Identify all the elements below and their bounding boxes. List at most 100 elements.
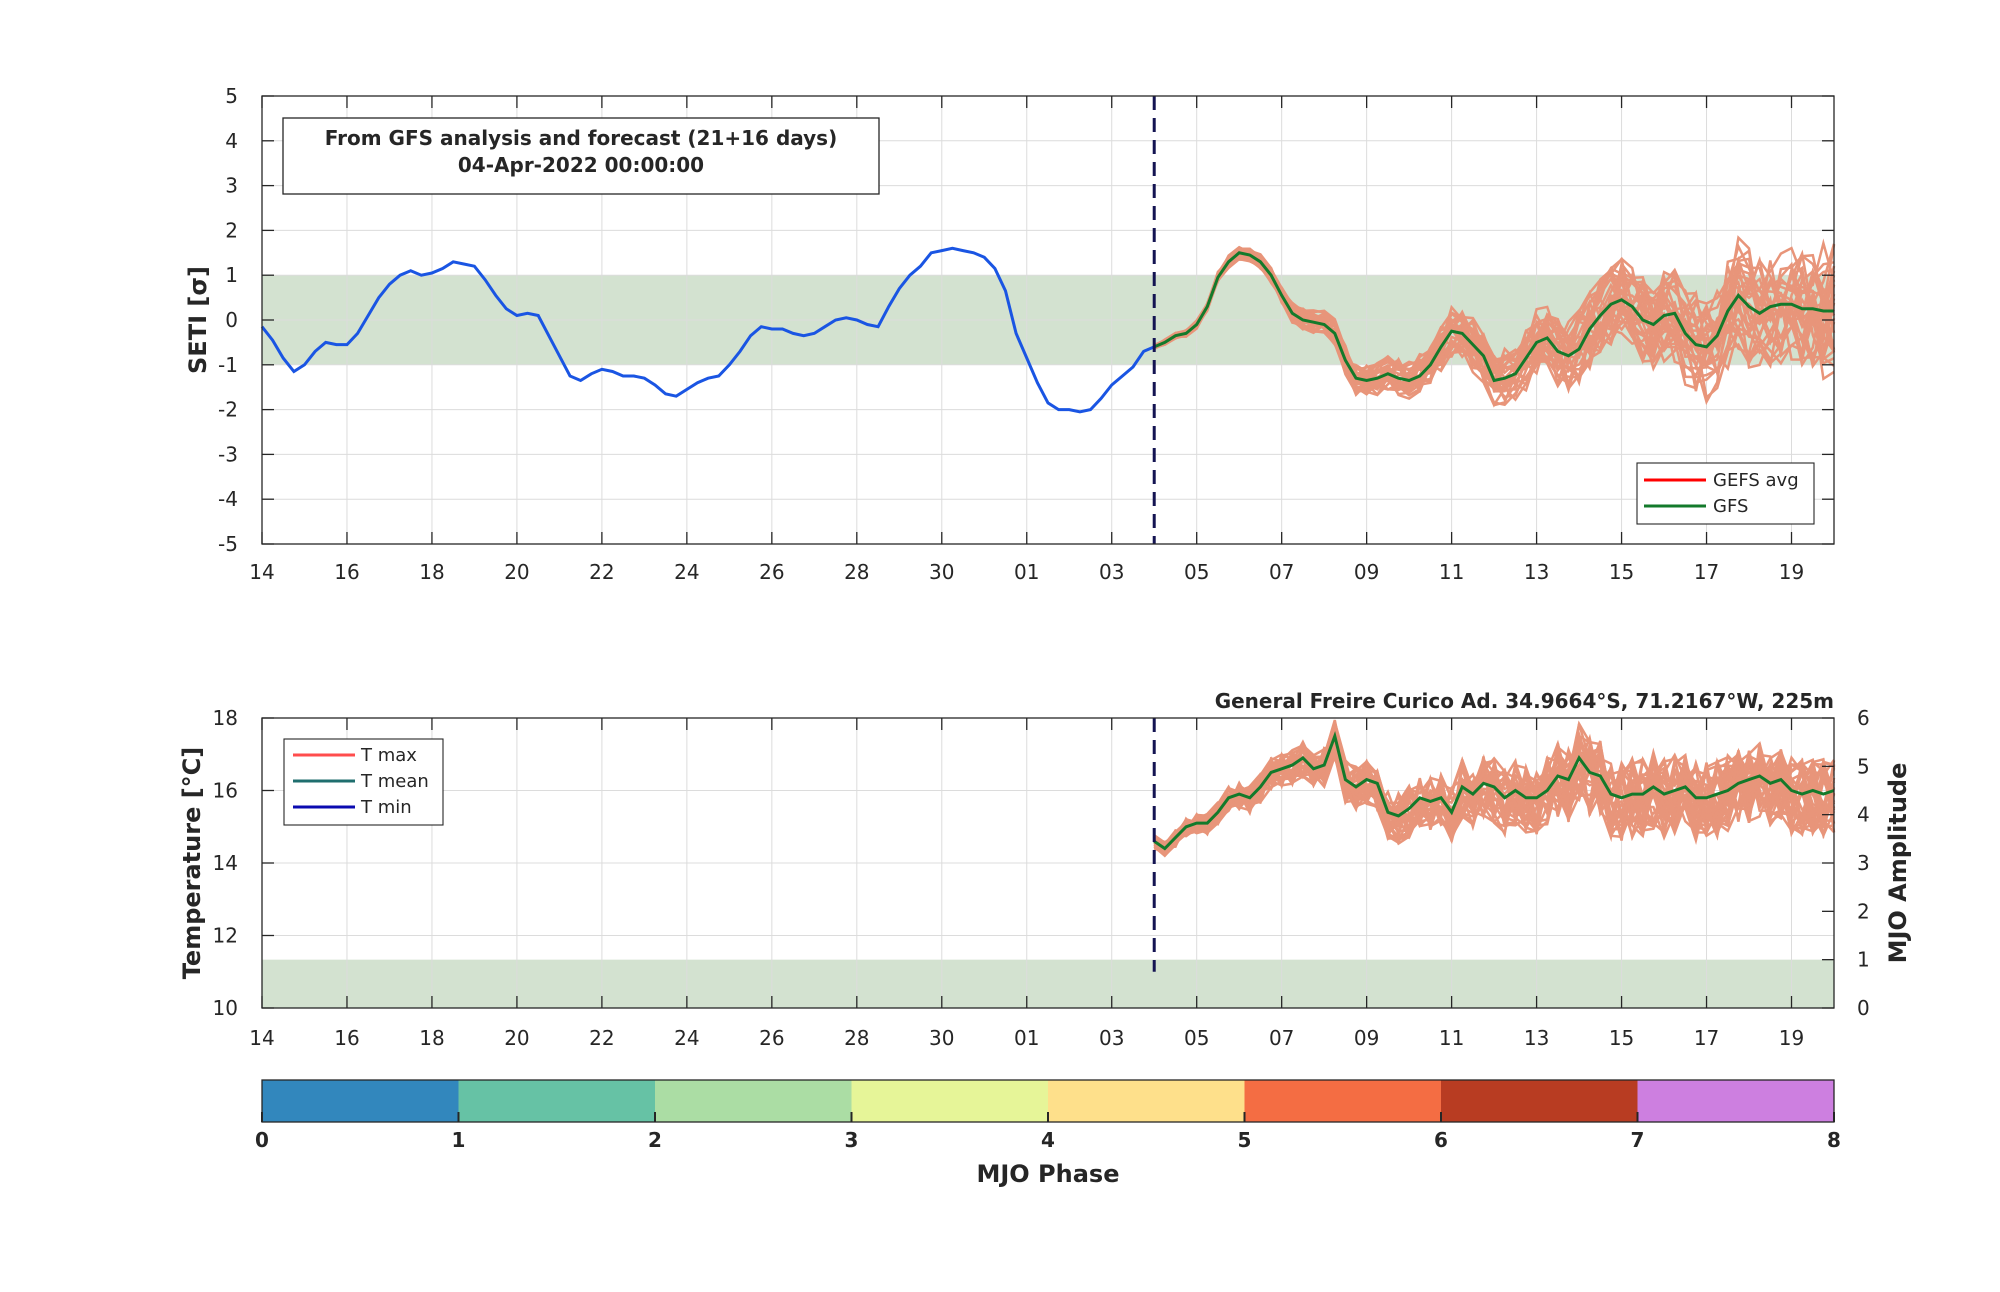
colorbar-ticks: 0 1 2 3 4 5 6 7 8 (255, 1112, 1841, 1152)
seti-ticks: 14 16 18 20 22 24 26 28 30 01 03 05 07 09 11 13 15 17 19-5… (218, 84, 1834, 584)
seti-x-tick-label: 17 (1694, 560, 1719, 584)
seti-x-tick-label: 26 (759, 560, 784, 584)
seti-y-axis-title: SETI [σ] (184, 266, 212, 374)
temperature-x-tick-label: 18 (419, 1026, 444, 1050)
temperature-x-tick-label: 03 (1099, 1026, 1124, 1050)
mjo-amplitude-axis-title: MJO Amplitude (1884, 763, 1912, 964)
seti-x-tick-label: 07 (1269, 560, 1294, 584)
mjo-amplitude-tick-label: 0 (1857, 996, 1870, 1020)
colorbar-cell-phase-1 (262, 1080, 459, 1122)
seti-y-tick-label: 0 (225, 308, 238, 332)
seti-x-tick-label: 05 (1184, 560, 1209, 584)
colorbar-tick-label: 2 (648, 1128, 662, 1152)
info-box-line1: From GFS analysis and forecast (21+16 da… (325, 126, 837, 150)
seti-x-tick-label: 14 (249, 560, 274, 584)
mjo-amplitude-tick-label: 5 (1857, 754, 1870, 778)
colorbar-tick-label: 1 (452, 1128, 466, 1152)
seti-x-tick-label: 09 (1354, 560, 1379, 584)
legend-label-gfs: GFS (1713, 496, 1748, 517)
seti-y-tick-label: -3 (218, 442, 238, 466)
temperature-x-tick-label: 20 (504, 1026, 529, 1050)
temperature-x-tick-label: 15 (1609, 1026, 1634, 1050)
mjo-amplitude-tick-label: 3 (1857, 851, 1870, 875)
colorbar-tick-label: 8 (1827, 1128, 1841, 1152)
temperature-x-tick-label: 24 (674, 1026, 699, 1050)
temperature-x-tick-label: 09 (1354, 1026, 1379, 1050)
temperature-ticks: 14 16 18 20 22 24 26 28 30 01 03 05 07 09 11 13 15 17 1910… (213, 706, 1870, 1050)
seti-gfs-line (1153, 251, 1834, 383)
seti-legend (1636, 462, 1815, 525)
colorbar-cells (262, 1080, 1834, 1122)
colorbar-tick-label: 7 (1631, 1128, 1645, 1152)
temperature-gfs-line (1153, 730, 1835, 851)
colorbar-cell-phase-3 (655, 1080, 852, 1122)
temperature-x-tick-label: 11 (1439, 1026, 1464, 1050)
legend-label-gefs-avg: GEFS avg (1713, 470, 1799, 491)
temperature-ensemble-member (1153, 722, 1836, 845)
temperature-ensemble-member (1153, 726, 1835, 850)
info-box (282, 117, 880, 195)
seti-x-tick-label: 19 (1779, 560, 1804, 584)
colorbar-cell-phase-6 (1244, 1080, 1441, 1122)
seti-x-tick-label: 30 (929, 560, 954, 584)
temperature-x-tick-label: 05 (1184, 1026, 1209, 1050)
mjo-amplitude-tick-label: 1 (1857, 948, 1870, 972)
seti-y-tick-label: 5 (225, 84, 238, 108)
colorbar-cell-phase-5 (1048, 1080, 1245, 1122)
temperature-x-tick-label: 26 (759, 1026, 784, 1050)
seti-panel: 14 16 18 20 22 24 26 28 30 01 03 05 07 09 11 13 15 17 19-5… (184, 84, 1836, 584)
temperature-y-tick-label: 14 (213, 851, 238, 875)
seti-y-tick-label: -5 (218, 532, 238, 556)
seti-x-tick-label: 24 (674, 560, 699, 584)
seti-y-tick-label: 1 (225, 263, 238, 287)
mjo-phase-colorbar: 0 1 2 3 4 5 6 7 8 MJO Phase (255, 1079, 1841, 1188)
colorbar-tick-label: 6 (1434, 1128, 1448, 1152)
colorbar-tick-label: 5 (1238, 1128, 1252, 1152)
temperature-y-axis-title: Temperature [°C] (178, 747, 206, 980)
temperature-y-tick-label: 16 (213, 779, 238, 803)
seti-x-tick-label: 03 (1099, 560, 1124, 584)
temperature-y-tick-label: 10 (213, 996, 238, 1020)
mjo-amplitude-tick-label: 2 (1857, 899, 1870, 923)
seti-y-tick-label: 4 (225, 129, 238, 153)
mjo-amplitude-band (262, 959, 1834, 1008)
temperature-x-tick-label: 22 (589, 1026, 614, 1050)
seti-x-tick-label: 11 (1439, 560, 1464, 584)
seti-x-tick-label: 28 (844, 560, 869, 584)
temperature-panel: 14 16 18 20 22 24 26 28 30 01 03 05 07 09 11 13 15 17 1910… (178, 689, 1912, 1050)
seti-y-tick-label: -1 (218, 353, 238, 377)
temperature-x-tick-label: 17 (1694, 1026, 1719, 1050)
temperature-x-tick-label: 30 (929, 1026, 954, 1050)
temperature-x-tick-label: 01 (1014, 1026, 1039, 1050)
seti-x-tick-label: 16 (334, 560, 359, 584)
seti-x-tick-label: 20 (504, 560, 529, 584)
seti-analysis-line (260, 246, 1155, 414)
temperature-x-tick-label: 13 (1524, 1026, 1549, 1050)
colorbar-tick-label: 4 (1041, 1128, 1055, 1152)
legend-label-t-min: T min (360, 797, 412, 818)
temperature-x-tick-label: 14 (249, 1026, 274, 1050)
seti-x-tick-label: 22 (589, 560, 614, 584)
mjo-amplitude-tick-label: 4 (1857, 803, 1870, 827)
seti-x-tick-label: 13 (1524, 560, 1549, 584)
colorbar-cell-phase-7 (1441, 1080, 1638, 1122)
temperature-y-tick-label: 12 (213, 924, 238, 948)
mjo-phase-axis-title: MJO Phase (976, 1160, 1119, 1188)
seti-y-tick-label: -2 (218, 398, 238, 422)
colorbar-cell-phase-2 (458, 1080, 655, 1122)
temperature-x-tick-label: 07 (1269, 1026, 1294, 1050)
seti-x-tick-label: 01 (1014, 560, 1039, 584)
colorbar-cell-phase-4 (851, 1080, 1048, 1122)
seti-x-tick-label: 18 (419, 560, 444, 584)
seti-y-tick-label: -4 (218, 487, 238, 511)
colorbar-cell-phase-8 (1637, 1080, 1834, 1122)
mjo-amplitude-tick-label: 6 (1857, 706, 1870, 730)
temperature-x-tick-label: 16 (334, 1026, 359, 1050)
info-box-line2: 04-Apr-2022 00:00:00 (458, 153, 704, 177)
legend-label-t-mean: T mean (360, 771, 429, 792)
colorbar-tick-label: 0 (255, 1128, 269, 1152)
seti-y-tick-label: 3 (225, 174, 238, 198)
temperature-y-tick-label: 18 (213, 706, 238, 730)
temperature-x-tick-label: 19 (1779, 1026, 1804, 1050)
colorbar-tick-label: 3 (845, 1128, 859, 1152)
